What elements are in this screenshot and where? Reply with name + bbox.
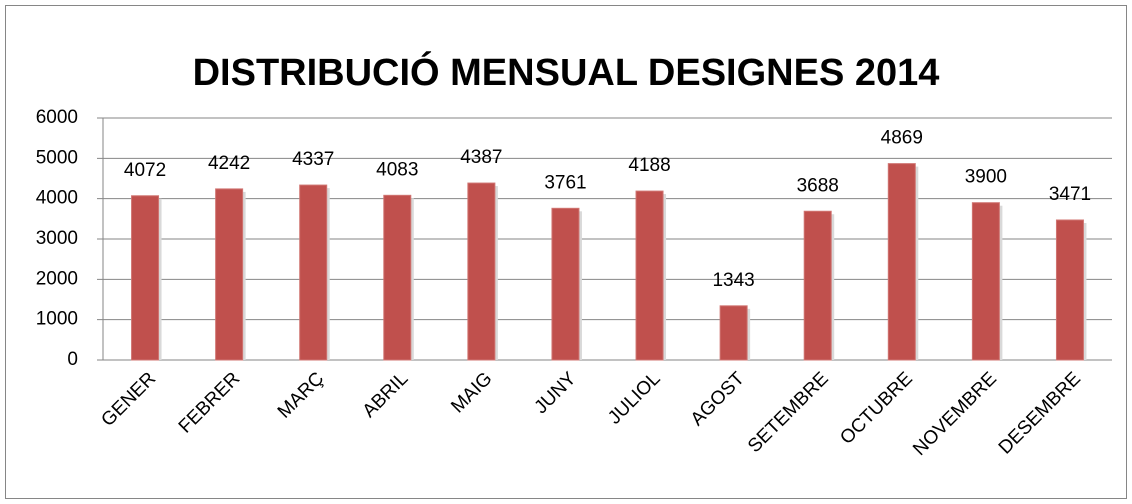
bar: [971, 202, 1000, 361]
data-label: 3900: [965, 167, 1007, 188]
bar: [467, 182, 496, 361]
bar: [299, 184, 328, 361]
y-tick-label: 5000: [36, 147, 78, 168]
bar: [887, 163, 916, 361]
y-tick-label: 1000: [36, 309, 78, 330]
y-tick-label: 3000: [36, 228, 78, 249]
data-label: 3688: [797, 175, 839, 196]
bar: [1055, 219, 1084, 361]
data-label: 4083: [376, 159, 418, 180]
data-label: 3471: [1049, 184, 1091, 205]
data-label: 4337: [292, 149, 334, 170]
data-label: 4188: [628, 155, 670, 176]
bar: [383, 194, 412, 361]
y-tick-label: 0: [67, 349, 78, 370]
bar: [131, 195, 160, 361]
bar: [635, 190, 664, 361]
data-label: 3761: [544, 172, 586, 193]
bar: [719, 305, 748, 361]
bar: [551, 207, 580, 361]
data-label: 4072: [124, 160, 166, 181]
chart-title: DISTRIBUCIÓ MENSUAL DESIGNES 2014: [193, 50, 940, 94]
y-tick-label: 2000: [36, 268, 78, 289]
data-label: 1343: [712, 270, 754, 291]
y-tick-label: 4000: [36, 188, 78, 209]
bar: [215, 188, 244, 361]
bar: [803, 210, 832, 361]
data-label: 4387: [460, 147, 502, 168]
data-label: 4869: [881, 128, 923, 149]
y-tick-label: 6000: [36, 107, 78, 128]
data-label: 4242: [208, 153, 250, 174]
